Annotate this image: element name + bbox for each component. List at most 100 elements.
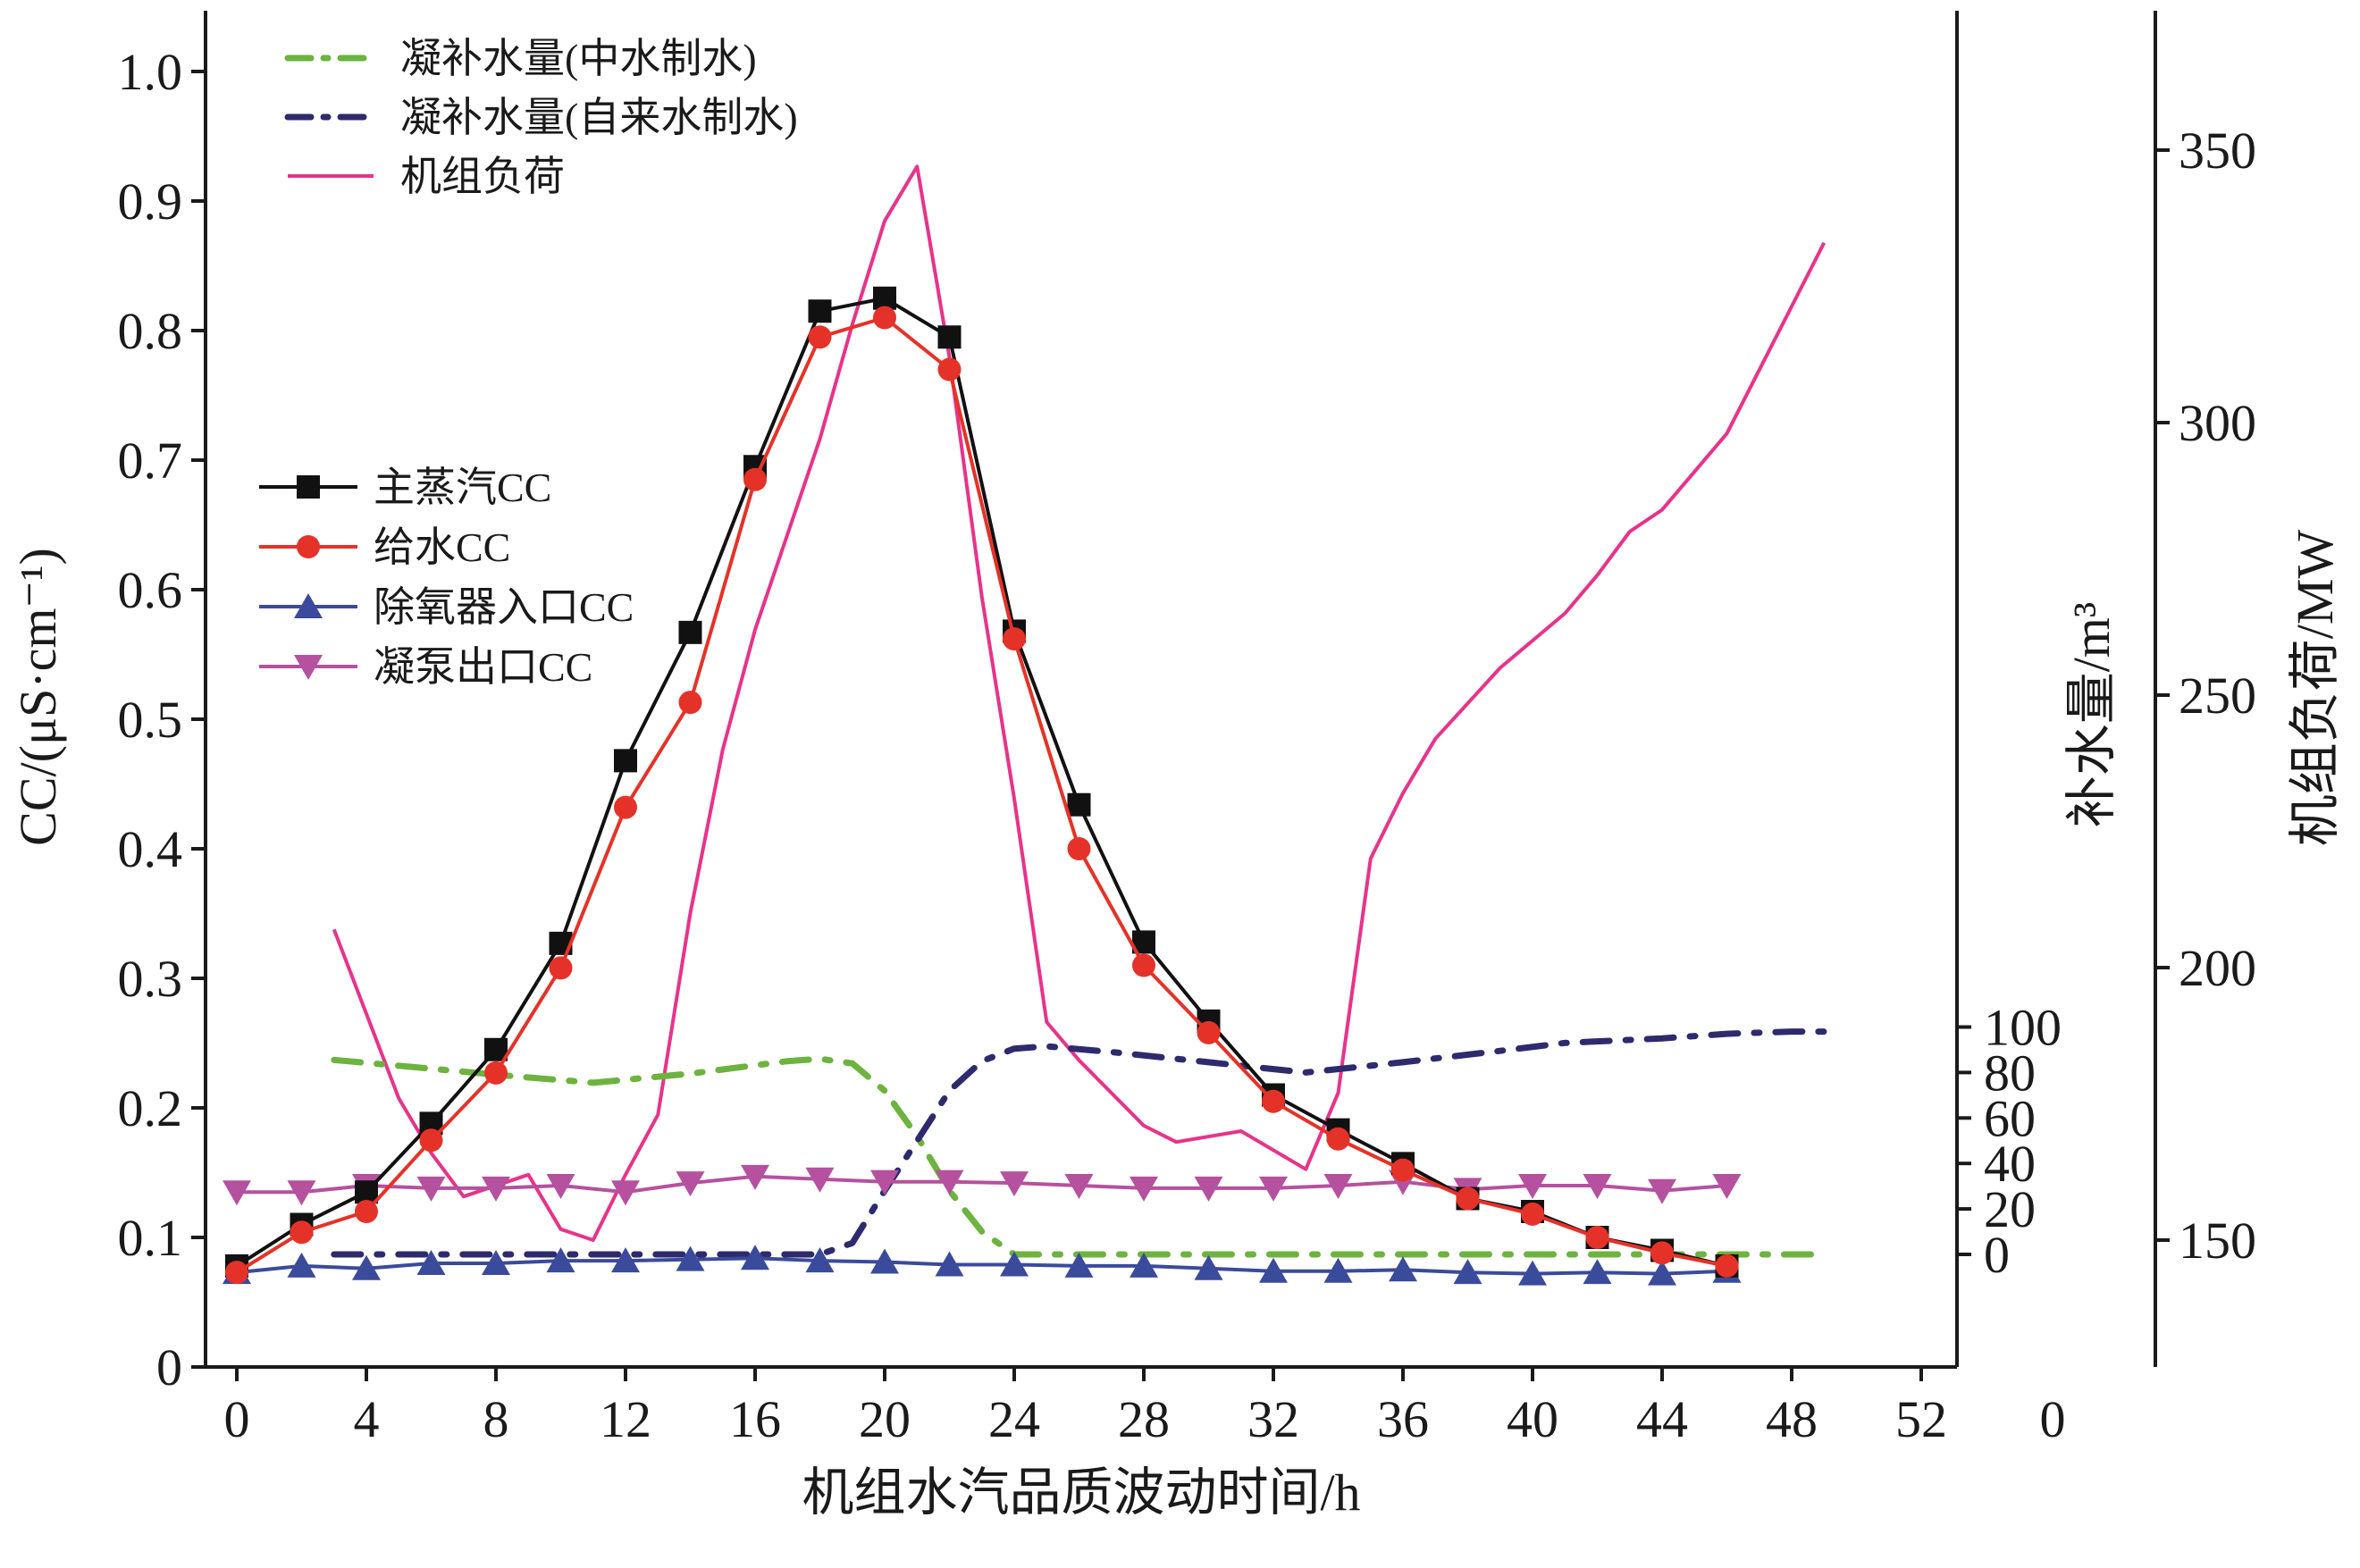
data-point-triangle-down: [1712, 1174, 1742, 1199]
data-point-triangle-down: [1130, 1176, 1158, 1202]
y-tick-label: 0.7: [118, 432, 183, 490]
data-point-circle: [1132, 953, 1155, 977]
y-axis-title: CC/(μS·cm⁻¹): [9, 548, 67, 846]
y-tick-label: 0.3: [118, 950, 183, 1008]
data-point-triangle-down: [1518, 1174, 1547, 1199]
data-point-triangle-up: [546, 1247, 575, 1273]
data-point-circle: [290, 1220, 314, 1245]
series-4: [331, 1055, 1827, 1258]
data-point-triangle-up: [935, 1251, 964, 1277]
data-point-triangle-up: [1389, 1256, 1417, 1282]
series-0: [225, 286, 1739, 1278]
legend-label: 凝补水量(中水制水): [400, 36, 757, 81]
data-point-triangle-up: [676, 1245, 705, 1271]
series-line: [236, 1256, 1727, 1276]
x-tick-label: 20: [859, 1390, 911, 1448]
data-point-triangle-down: [223, 1180, 251, 1206]
legend-label: 主蒸汽CC: [374, 465, 551, 510]
data-point-triangle-down: [1648, 1178, 1676, 1204]
y-tick-label: 0.5: [118, 691, 183, 749]
x-tick-label: 4: [354, 1390, 380, 1448]
data-point-square: [355, 1180, 378, 1204]
data-point-circle: [1197, 1020, 1221, 1044]
y2-tick-label: 100: [1984, 999, 2062, 1057]
data-point-circle: [355, 1200, 378, 1223]
x-tick-label: 24: [988, 1390, 1040, 1448]
series-3: [223, 1164, 1742, 1206]
data-point-triangle-up: [352, 1254, 381, 1280]
y3-tick-label: 300: [2179, 394, 2256, 452]
legend-label: 除氧器入口CC: [374, 584, 634, 630]
data-point-triangle-down: [805, 1167, 835, 1193]
data-point-triangle-down: [741, 1164, 769, 1190]
y-tick-label: 0: [156, 1338, 182, 1396]
series-line: [332, 164, 1827, 1242]
series-line: [235, 296, 1727, 1268]
data-point-triangle-up: [1648, 1260, 1676, 1286]
legend-label: 机组负荷: [400, 154, 565, 199]
series-line: [237, 1174, 1727, 1195]
data-point-circle: [549, 956, 573, 980]
data-point-circle: [1715, 1254, 1739, 1278]
data-point-circle: [484, 1061, 508, 1085]
data-point-circle: [1650, 1241, 1674, 1265]
data-point-triangle-up: [287, 1252, 316, 1278]
data-point-square: [937, 325, 962, 349]
series-line: [331, 1055, 1827, 1258]
y2-tick-label: 60: [1984, 1089, 2036, 1147]
data-point-square: [1067, 792, 1091, 817]
y-tick-label: 0.4: [118, 820, 183, 878]
data-point-triangle-down: [482, 1176, 510, 1202]
y-tick-label: 0.1: [118, 1209, 183, 1267]
x-tick-label: 12: [600, 1390, 651, 1448]
data-point-circle: [614, 795, 637, 819]
data-point-triangle-down: [294, 655, 323, 680]
data-point-circle: [1456, 1186, 1480, 1211]
data-point-circle: [678, 691, 702, 715]
data-point-circle: [225, 1261, 248, 1285]
y-tick-label: 0.8: [118, 302, 183, 360]
legend-label: 凝泵出口CC: [374, 644, 592, 690]
series-layer: [223, 164, 1827, 1286]
y2-bottom-tick-label: 0: [2040, 1390, 2066, 1448]
data-point-triangle-down: [935, 1170, 964, 1195]
data-point-circle: [1067, 837, 1091, 860]
data-point-circle: [1003, 627, 1026, 651]
data-point-circle: [1521, 1202, 1544, 1226]
data-point-triangle-up: [870, 1248, 899, 1274]
series-line: [235, 315, 1727, 1274]
data-point-triangle-up: [1583, 1259, 1612, 1285]
x-tick-label: 8: [483, 1390, 509, 1448]
x-tick-label: 48: [1766, 1390, 1818, 1448]
data-point-triangle-up: [741, 1245, 769, 1270]
data-point-square: [873, 286, 896, 310]
series-line: [331, 1028, 1827, 1258]
x-tick-label: 52: [1895, 1390, 1947, 1448]
data-point-circle: [297, 535, 320, 558]
y3-axis-title: 机组负荷/MW: [2286, 530, 2344, 847]
data-point-triangle-up: [482, 1250, 510, 1275]
data-point-triangle-down: [546, 1174, 575, 1199]
data-point-triangle-up: [611, 1247, 640, 1273]
data-point-triangle-down: [1259, 1176, 1288, 1202]
data-point-triangle-up: [294, 593, 323, 618]
y3-tick-label: 250: [2179, 667, 2256, 725]
series-6: [332, 164, 1827, 1242]
data-point-square: [808, 299, 832, 323]
y2-tick-label: 80: [1984, 1044, 2036, 1102]
data-point-triangle-down: [1194, 1176, 1223, 1202]
data-point-triangle-up: [1064, 1252, 1094, 1278]
data-point-triangle-down: [1000, 1171, 1029, 1197]
data-point-circle: [1585, 1226, 1609, 1249]
data-point-circle: [1262, 1089, 1285, 1113]
data-point-triangle-up: [1000, 1251, 1029, 1277]
x-axis-title: 机组水汽品质波动时间/h: [802, 1463, 1360, 1522]
y3-tick-label: 350: [2179, 122, 2256, 180]
data-point-triangle-up: [1259, 1257, 1288, 1283]
y2-tick-label: 0: [1984, 1226, 2010, 1284]
data-point-square: [678, 620, 702, 644]
legend-label: 给水CC: [374, 524, 510, 570]
data-point-circle: [808, 325, 832, 349]
data-point-triangle-up: [1130, 1252, 1158, 1278]
